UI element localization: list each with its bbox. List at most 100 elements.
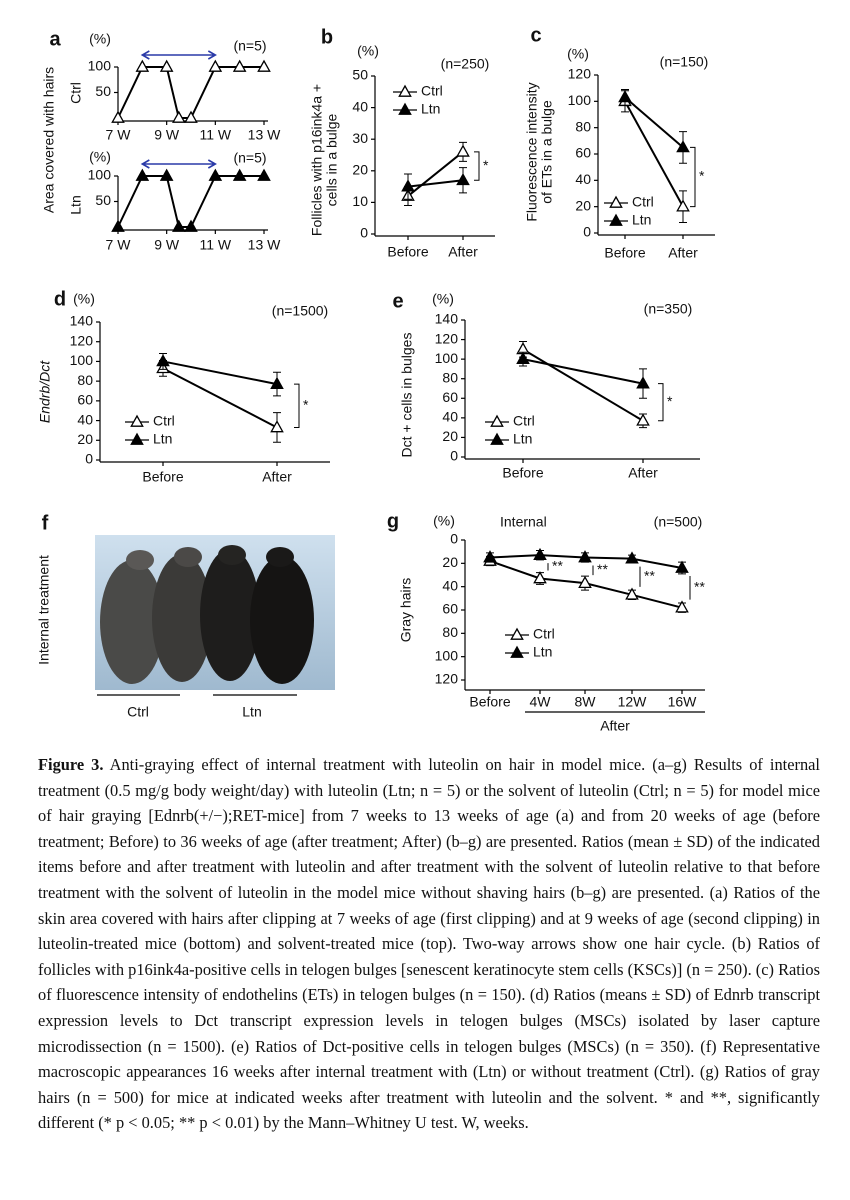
x-tick-label: 7 W: [106, 237, 132, 253]
n-label: (n=150): [660, 54, 709, 70]
marker: [270, 420, 284, 433]
n-label: (n=350): [644, 301, 693, 317]
significance-label: **: [644, 567, 655, 583]
y-tick-label: 10: [352, 193, 368, 209]
marker: [676, 199, 690, 212]
y-tick-label: 40: [442, 577, 458, 593]
marker: [159, 59, 174, 72]
y-tick-label: 80: [442, 369, 458, 385]
x-tick-label: After: [448, 244, 478, 260]
marker: [184, 219, 198, 232]
n-label: (n=250): [441, 56, 490, 72]
marker: [483, 550, 497, 563]
y-tick-label: 40: [575, 171, 591, 187]
series-line: [117, 175, 264, 228]
caption-label: Figure 3.: [38, 755, 104, 774]
marker: [172, 110, 186, 123]
y-axis-label: Dct + cells in bulges: [399, 333, 415, 458]
legend-marker: [609, 213, 623, 226]
x-tick-label: 8W: [575, 694, 597, 710]
x-tick-label: Before: [142, 469, 183, 485]
legend-marker: [609, 195, 623, 208]
n-label: (n=5): [233, 38, 266, 54]
series-line: [624, 96, 684, 149]
x-tick-label: Before: [469, 694, 510, 710]
significance-bracket: [474, 151, 480, 181]
caption-text: Anti-graying effect of internal treatmen…: [38, 755, 820, 1133]
marker: [156, 354, 170, 367]
y-tick-label: 100: [88, 58, 112, 74]
x-tick-label: Before: [387, 244, 428, 260]
y-tick-label: 40: [442, 409, 458, 425]
significance-label: *: [667, 393, 673, 409]
legend-marker: [510, 645, 524, 658]
y-tick-label: 100: [70, 352, 94, 368]
legend-marker: [130, 432, 144, 445]
x-tick-label: After: [262, 469, 292, 485]
group-label: Ltn: [242, 704, 261, 720]
panel-letter: f: [42, 512, 49, 534]
panel-letter: g: [387, 510, 399, 532]
marker: [516, 351, 530, 364]
marker: [636, 376, 650, 389]
series-line: [162, 367, 278, 429]
y-tick-label: 100: [88, 167, 112, 183]
legend-label: Ltn: [153, 431, 172, 447]
x-tick-label: 16W: [668, 694, 698, 710]
marker: [208, 59, 223, 72]
y-tick-label: 0: [85, 451, 93, 467]
units-label: (%): [433, 513, 455, 529]
significance-bracket: [690, 146, 696, 208]
y-tick-label: 140: [435, 311, 459, 327]
y-tick-label: 50: [352, 67, 368, 83]
x-tick-label: 4W: [530, 694, 552, 710]
significance-label: *: [483, 157, 489, 173]
significance-bracket: [294, 383, 300, 428]
significance-label: **: [552, 558, 563, 574]
y-tick-label: 40: [352, 98, 368, 114]
y-axis-label: Fluorescence intensity: [524, 82, 540, 221]
units-label: (%): [89, 31, 111, 47]
marker: [135, 168, 150, 181]
y-tick-label: 0: [450, 531, 458, 547]
legend-marker: [490, 432, 504, 445]
marker: [257, 59, 271, 72]
marker: [625, 587, 639, 600]
panel-letter: d: [54, 288, 66, 310]
row-label: Ltn: [68, 195, 84, 214]
marker: [533, 547, 547, 561]
chart-title: Internal: [500, 514, 547, 530]
caption: Figure 3. Anti-graying effect of interna…: [38, 752, 820, 1136]
units-label: (%): [432, 291, 454, 307]
legend-label: Ltn: [513, 431, 532, 447]
legend-label: Ctrl: [421, 83, 443, 99]
legend-label: Ltn: [421, 101, 440, 117]
legend-label: Ctrl: [513, 413, 535, 429]
photo: [95, 535, 335, 690]
series-line: [522, 348, 644, 422]
legend-label: Ctrl: [632, 194, 654, 210]
y-tick-label: 60: [442, 601, 458, 617]
y-tick-label: 120: [70, 332, 94, 348]
group-label: Ctrl: [127, 704, 149, 720]
y-tick-label: 120: [435, 671, 459, 687]
significance-label: **: [597, 561, 608, 577]
y-tick-label: 120: [568, 66, 592, 82]
marker: [270, 376, 284, 389]
x-tick-label: 7 W: [106, 127, 132, 143]
row-label: Ctrl: [68, 82, 84, 104]
y-axis-label: Follicles with p16ink4a +: [309, 84, 325, 236]
marker: [135, 59, 150, 72]
series-line: [117, 66, 264, 119]
y-tick-label: 50: [95, 192, 111, 208]
x-tick-label: Before: [604, 245, 645, 261]
y-tick-label: 30: [352, 130, 368, 146]
group-label: After: [600, 718, 630, 734]
legend-label: Ltn: [632, 212, 651, 228]
marker: [232, 168, 247, 181]
y-tick-label: 50: [95, 83, 111, 99]
x-tick-label: 13 W: [248, 237, 281, 253]
legend-label: Ltn: [533, 644, 552, 660]
